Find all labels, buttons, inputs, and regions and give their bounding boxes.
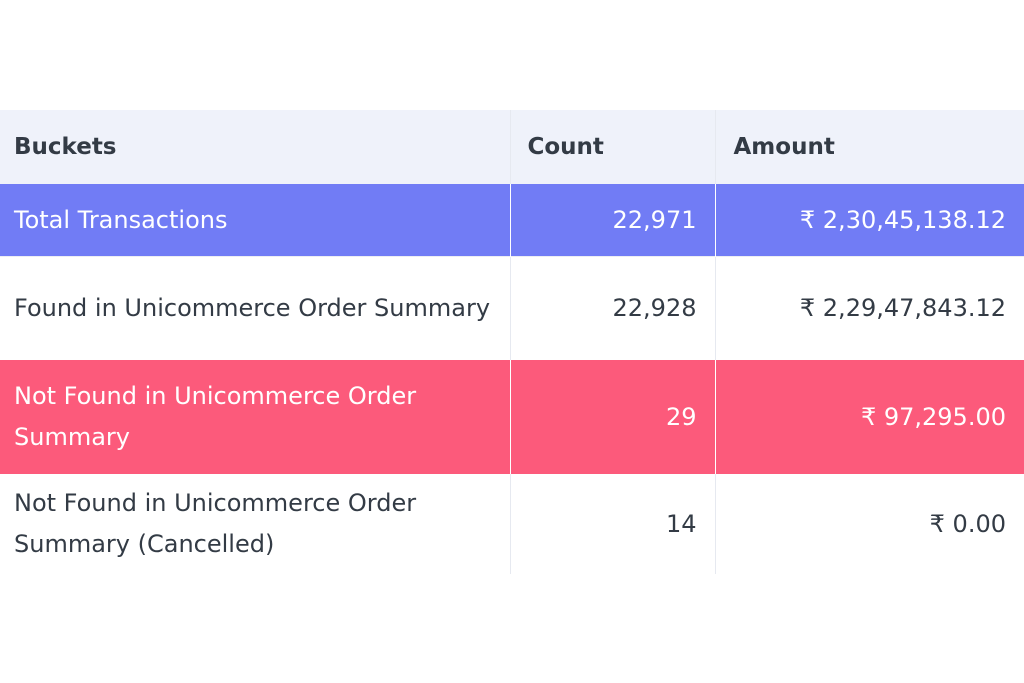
bucket-cell: Total Transactions [0,184,511,257]
amount-cell: ₹ 0.00 [715,474,1024,574]
count-cell: 22,971 [510,184,716,257]
bucket-cell: Not Found in Unicommerce Order Summary (… [0,474,511,574]
column-header-amount: Amount [715,110,1024,184]
count-cell: 22,928 [510,256,716,360]
amount-cell: ₹ 2,30,45,138.12 [715,184,1024,257]
count-cell: 14 [510,474,716,574]
table-row-not-found-cancelled: Not Found in Unicommerce Order Summary (… [0,474,1024,574]
column-header-count: Count [510,110,716,184]
table-row-not-found: Not Found in Unicommerce Order Summary 2… [0,360,1024,474]
bucket-cell: Not Found in Unicommerce Order Summary [0,360,511,474]
amount-cell: ₹ 97,295.00 [715,360,1024,474]
table-row-found: Found in Unicommerce Order Summary 22,92… [0,256,1024,360]
table-body: Total Transactions 22,971 ₹ 2,30,45,138.… [0,184,1024,574]
table-row-total-transactions: Total Transactions 22,971 ₹ 2,30,45,138.… [0,184,1024,257]
reconciliation-table: Buckets Count Amount Total Transactions … [0,110,1024,574]
header-row: Buckets Count Amount [0,110,1024,184]
column-header-buckets: Buckets [0,110,511,184]
amount-cell: ₹ 2,29,47,843.12 [715,256,1024,360]
bucket-cell: Found in Unicommerce Order Summary [0,256,511,360]
count-cell: 29 [510,360,716,474]
table-header: Buckets Count Amount [0,110,1024,184]
